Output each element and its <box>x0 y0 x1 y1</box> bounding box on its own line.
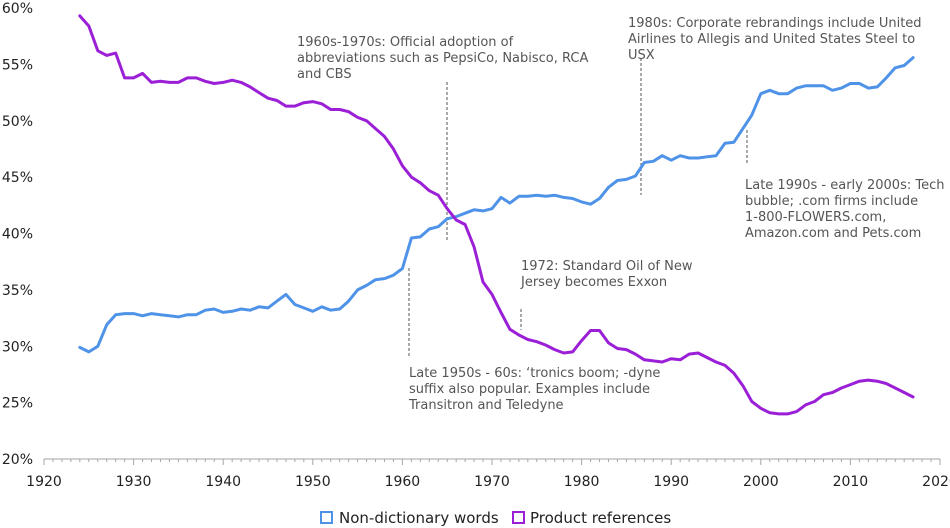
x-tick-label: 1940 <box>205 474 241 490</box>
x-tick-label: 2020 <box>922 474 950 490</box>
annotation-line: and CBS <box>297 67 352 82</box>
x-tick-label: 1920 <box>26 474 62 490</box>
annotation-line: abbreviations such as PepsiCo, Nabisco, … <box>297 51 588 66</box>
x-tick-label: 1930 <box>116 474 152 490</box>
annotation-line: bubble; .com firms include <box>745 194 918 209</box>
annotation-text: 1972: Standard Oil of New Jersey becomes … <box>520 259 693 290</box>
x-tick-label: 1990 <box>653 474 689 490</box>
annotation-text: Late 1950s - 60s: ‘tronics boom; -dyne su… <box>408 366 660 413</box>
legend-label: Product references <box>530 509 671 527</box>
legend-swatch <box>512 511 525 524</box>
annotation-leaders <box>408 58 748 358</box>
y-tick-label: 55% <box>2 57 33 73</box>
annotation-line: 1-800-FLOWERS.com, <box>745 210 886 225</box>
x-tick-label: 1960 <box>385 474 421 490</box>
annotation-line: Late 1950s - 60s: ‘tronics boom; -dyne <box>409 366 660 381</box>
y-tick-label: 50% <box>2 114 33 130</box>
y-tick-label: 35% <box>2 283 33 299</box>
series-line-non-dictionary-words <box>78 56 915 354</box>
annotation-line: 1972: Standard Oil of New <box>521 259 693 274</box>
x-axis: 1920 1930 1940 1950 1960 1970 1980 1990 2000 2010… <box>26 458 950 490</box>
x-tick-label: 1970 <box>474 474 510 490</box>
y-tick-label: 45% <box>2 170 33 186</box>
annotation-line: Airlines to Allegis and United States St… <box>628 32 915 47</box>
legend-label: Non-dictionary words <box>339 509 499 527</box>
annotations: 1960s-1970s: Official adoption of abbrevi… <box>297 16 944 413</box>
y-tick-label: 60% <box>2 1 33 17</box>
x-tick-label: 1980 <box>564 474 600 490</box>
annotation-text: Late 1990s - early 2000s: Tech bubble; .c… <box>745 178 944 241</box>
annotation-line: Amazon.com and Pets.com <box>745 226 921 241</box>
y-tick-label: 25% <box>2 396 33 412</box>
y-tick-label: 40% <box>2 227 33 243</box>
annotation-line: 1960s-1970s: Official adoption of <box>297 35 514 50</box>
annotation-text: 1960s-1970s: Official adoption of abbrevi… <box>297 35 588 82</box>
series-line-product-references <box>78 14 915 416</box>
annotation-line: Jersey becomes Exxon <box>520 275 667 290</box>
legend: Non-dictionary words Product references <box>320 509 671 527</box>
y-tick-label: 20% <box>2 452 33 468</box>
annotation-line: Late 1990s - early 2000s: Tech <box>745 178 944 193</box>
annotation-line: suffix also popular. Examples include <box>409 382 650 397</box>
annotation-text: 1980s: Corporate rebrandings include Uni… <box>628 16 922 63</box>
legend-swatch <box>320 511 333 524</box>
x-tick-label: 2010 <box>833 474 869 490</box>
annotation-line: USX <box>628 48 655 63</box>
y-tick-label: 30% <box>2 339 33 355</box>
y-axis-ticks: 20% 25% 30% 35% 40% 45% 50% 55% 60% <box>2 1 33 468</box>
series-layer <box>78 14 915 416</box>
annotation-line: Transitron and Teledyne <box>408 398 564 413</box>
x-tick-label: 1950 <box>295 474 331 490</box>
x-tick-label: 2000 <box>743 474 779 490</box>
annotation-line: 1980s: Corporate rebrandings include Uni… <box>628 16 922 31</box>
